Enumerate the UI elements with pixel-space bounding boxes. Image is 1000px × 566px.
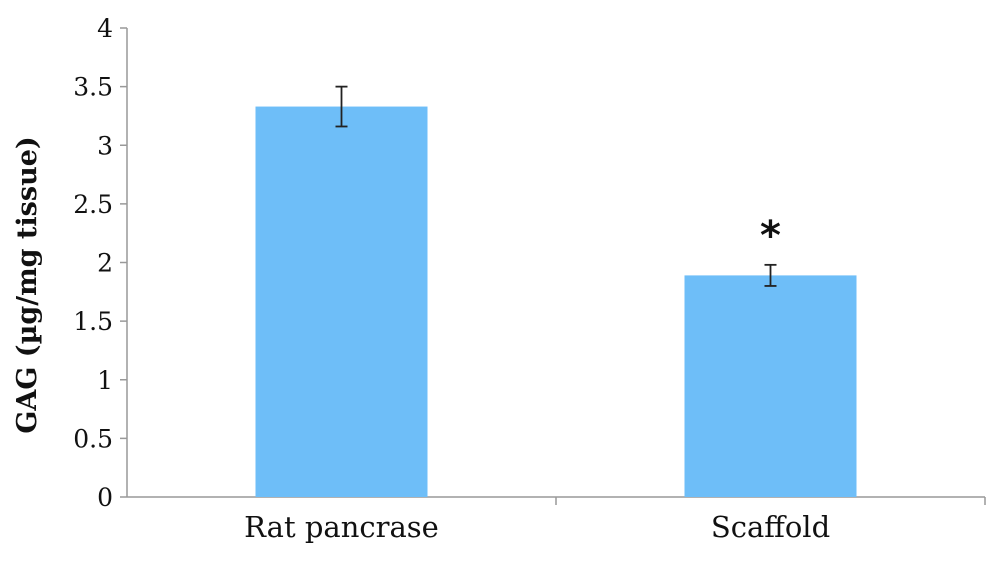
x-tick-label: Rat pancrase [244, 510, 439, 544]
y-tick-label: 0.5 [73, 424, 113, 453]
y-tick-label: 1 [97, 366, 113, 395]
annotations: * [760, 213, 781, 259]
error-bars [335, 85, 777, 287]
category-labels: Rat pancrase Scaffold [244, 510, 830, 544]
bars [255, 106, 857, 498]
bar [255, 106, 428, 498]
y-tick-label: 3.5 [73, 73, 113, 102]
y-tick-label: 2.5 [73, 190, 113, 219]
y-tick-label: 2 [97, 249, 113, 278]
y-axis-label: GAG (µg/mg tissue) [12, 136, 43, 433]
y-tick-label: 3 [97, 131, 113, 160]
x-tick-label: Scaffold [711, 510, 830, 544]
y-ticks: 0 0.5 1 1.5 2 2.5 3 3.5 4 [73, 14, 127, 512]
significance-marker: * [760, 213, 781, 259]
y-tick-label: 0 [97, 483, 113, 512]
y-tick-label: 4 [97, 14, 113, 43]
bar [684, 275, 857, 497]
y-tick-label: 1.5 [73, 307, 113, 336]
